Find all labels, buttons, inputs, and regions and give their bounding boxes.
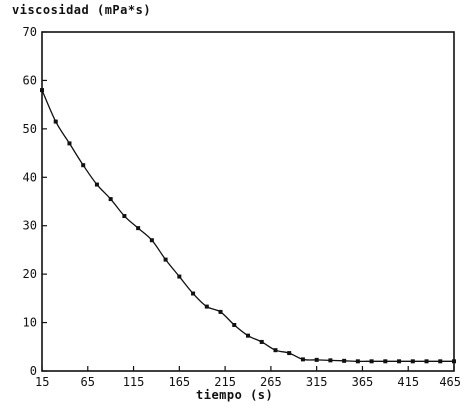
data-point: [328, 358, 333, 363]
x-tick-label: 115: [123, 375, 145, 389]
y-tick-label: 20: [23, 267, 37, 281]
data-point: [218, 309, 223, 314]
data-point: [108, 197, 113, 202]
data-point: [204, 304, 209, 309]
data-point: [410, 359, 415, 364]
plot-frame: [41, 31, 455, 372]
y-tick-label: 0: [30, 364, 37, 378]
x-tick-label: 315: [306, 375, 328, 389]
data-point: [246, 333, 250, 338]
data-point: [191, 291, 196, 296]
x-tick-label: 65: [81, 375, 95, 389]
x-axis-title: tiempo (s): [196, 388, 274, 402]
y-tick-label: 30: [23, 219, 37, 233]
y-tick-label: 50: [23, 122, 37, 136]
y-tick-label: 40: [23, 170, 37, 184]
data-point: [452, 359, 456, 364]
data-point: [163, 257, 168, 262]
data-point: [122, 214, 127, 219]
data-point: [355, 359, 360, 364]
x-tick-label: 265: [260, 375, 282, 389]
data-point: [287, 351, 292, 356]
series-line: [41, 89, 454, 362]
x-tick-label: 365: [352, 375, 374, 389]
data-point: [232, 322, 237, 327]
data-point: [53, 119, 58, 124]
y-axis: 0 10 20 30 40 50 60 70: [23, 25, 47, 378]
x-tick-label: 165: [168, 375, 190, 389]
data-point: [149, 238, 154, 243]
data-point: [314, 357, 319, 362]
data-point: [438, 359, 443, 364]
x-tick-label: 465: [439, 375, 461, 389]
data-point: [369, 359, 374, 364]
data-point: [94, 182, 99, 187]
data-point: [383, 359, 388, 364]
data-point: [342, 358, 347, 363]
data-point: [40, 88, 44, 93]
data-point: [67, 141, 72, 146]
y-tick-label: 60: [23, 73, 37, 87]
y-tick-label: 70: [23, 25, 37, 39]
data-point: [397, 359, 402, 364]
series-layer: [40, 88, 456, 364]
x-tick-label: 15: [35, 375, 49, 389]
data-point: [136, 226, 141, 231]
x-tick-label: 215: [214, 375, 236, 389]
x-axis: 15 65 115 165 215 265 315 365 415 465: [35, 366, 461, 389]
x-tick-label: 415: [397, 375, 419, 389]
data-point: [177, 274, 182, 279]
data-point: [273, 348, 278, 353]
data-point: [424, 359, 429, 364]
data-point: [81, 163, 86, 168]
data-point: [300, 357, 305, 362]
data-point: [259, 339, 264, 344]
y-axis-title: viscosidad (mPa*s): [12, 3, 152, 17]
y-tick-label: 10: [23, 316, 37, 330]
